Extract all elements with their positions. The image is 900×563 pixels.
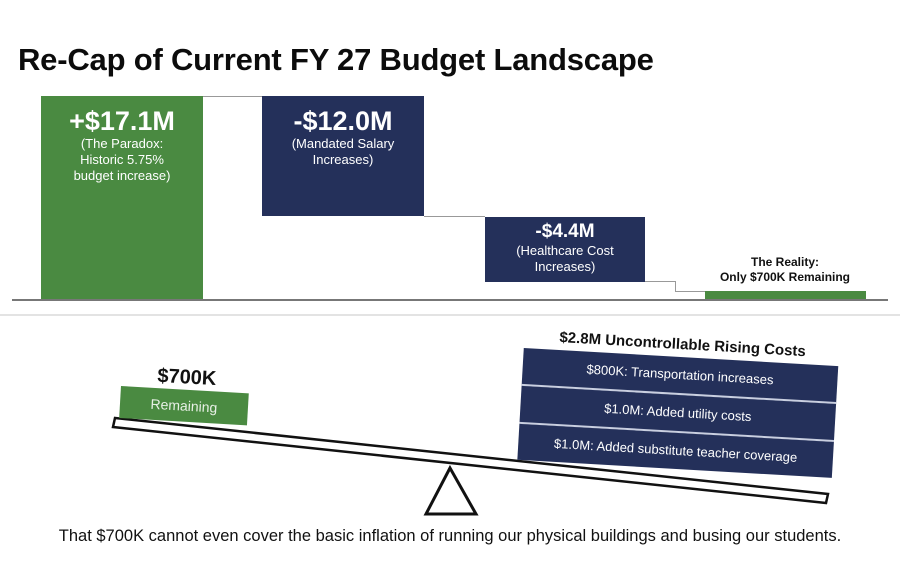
healthcare-increase-label: (Healthcare Cost xyxy=(516,243,614,258)
connector-line xyxy=(203,96,262,97)
rising-costs-stack: $2.8M Uncontrollable Rising Costs $800K:… xyxy=(517,327,839,478)
connector-line xyxy=(645,281,675,282)
budget-increase-bar: +$17.1M (The Paradox: Historic 5.75% bud… xyxy=(41,96,203,299)
reality-label-line: The Reality: xyxy=(750,255,819,269)
budget-increase-amount: +$17.1M xyxy=(69,106,175,136)
salary-increase-label: (Mandated Salary xyxy=(291,136,395,151)
section-divider xyxy=(0,314,900,316)
healthcare-increase-label: Increases) xyxy=(534,259,596,274)
footer-caption: That $700K cannot even cover the basic i… xyxy=(58,527,842,545)
budget-increase-label: Historic 5.75% xyxy=(80,152,164,167)
page-title: Re-Cap of Current FY 27 Budget Landscape xyxy=(18,42,654,77)
healthcare-increase-bar: -$4.4M (Healthcare Cost Increases) xyxy=(485,217,645,282)
healthcare-increase-amount: -$4.4M xyxy=(535,221,595,242)
reality-label-line: Only $700K Remaining xyxy=(719,270,851,284)
seesaw-plank xyxy=(111,416,830,505)
connector-line xyxy=(675,291,705,292)
reality-label: The Reality: Only $700K Remaining xyxy=(690,255,880,285)
remaining-amount: $700K xyxy=(156,365,217,391)
salary-increase-bar: -$12.0M (Mandated Salary Increases) xyxy=(262,96,424,216)
connector-line xyxy=(424,216,485,217)
chart-baseline xyxy=(12,299,888,301)
budget-increase-label: budget increase) xyxy=(73,168,171,183)
seesaw-fulcrum xyxy=(423,464,479,516)
salary-increase-amount: -$12.0M xyxy=(293,106,393,136)
budget-increase-label: (The Paradox: xyxy=(80,136,164,151)
connector-line xyxy=(675,281,676,291)
salary-increase-label: Increases) xyxy=(312,152,374,167)
remaining-bar xyxy=(705,291,866,299)
